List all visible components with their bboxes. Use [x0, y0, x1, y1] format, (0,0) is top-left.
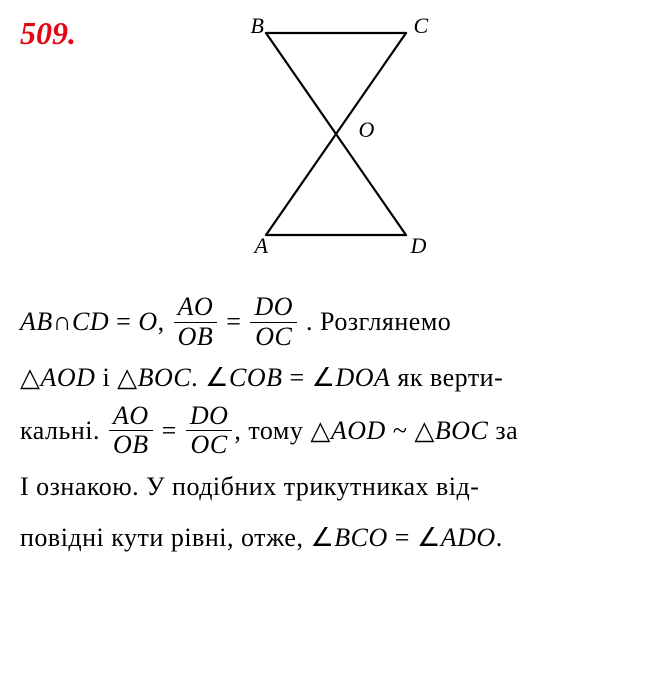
- ang-COB: COB: [229, 363, 283, 392]
- tri-AOD-2: AOD: [331, 416, 386, 445]
- frac3-num: AO: [109, 402, 153, 432]
- text: , тому: [234, 416, 310, 445]
- ang-DOA: DOA: [335, 363, 390, 392]
- tri-BOC-2: BOC: [435, 416, 489, 445]
- text: повідні кути рівні, отже,: [20, 523, 310, 552]
- figure-svg: [211, 15, 451, 255]
- text: за: [488, 416, 518, 445]
- eq: =: [155, 416, 184, 445]
- vertex-label-A: A: [255, 233, 268, 259]
- vertex-label-D: D: [411, 233, 427, 259]
- figure-container: BCADO: [20, 15, 641, 255]
- line4: І ознакою. У подібних трикутниках від-: [20, 462, 641, 513]
- frac1-num: AO: [174, 293, 218, 323]
- text: . Розглянемо: [299, 307, 451, 336]
- text: .: [191, 363, 205, 392]
- seg-AB: AB: [20, 307, 53, 336]
- frac4-num: DO: [186, 402, 233, 432]
- text: кальні.: [20, 416, 107, 445]
- angle-sym: ∠: [417, 523, 441, 552]
- text: і: [95, 363, 117, 392]
- comma: ,: [158, 307, 172, 336]
- vertex-label-O: O: [359, 117, 375, 143]
- frac1-den: OB: [174, 323, 218, 352]
- triangle-sym: △: [310, 416, 331, 445]
- frac-4: DOOC: [186, 402, 233, 460]
- tri-AOD: AOD: [41, 363, 96, 392]
- frac2-num: DO: [250, 293, 297, 323]
- triangle-sym: △: [20, 363, 41, 392]
- angle-sym: ∠: [312, 363, 336, 392]
- sim: ~: [386, 416, 415, 445]
- seg-CD: CD: [72, 307, 109, 336]
- pt-O: O: [138, 307, 157, 336]
- cap-sym: ∩: [53, 307, 72, 336]
- geometry-figure: BCADO: [211, 15, 451, 255]
- eq: =: [109, 307, 138, 336]
- triangle-sym: △: [414, 416, 435, 445]
- frac-1: AOOB: [174, 293, 218, 351]
- proof-text: AB∩CD = O, AOOB = DOOC . Розглянемо △AOD…: [20, 295, 641, 563]
- angle-sym: ∠: [205, 363, 229, 392]
- vertex-label-B: B: [251, 13, 264, 39]
- frac3-den: OB: [109, 431, 153, 460]
- eq: =: [219, 307, 248, 336]
- angle-sym: ∠: [310, 523, 334, 552]
- ang-ADO: ADO: [441, 523, 496, 552]
- frac-2: DOOC: [250, 293, 297, 351]
- ang-BCO: BCO: [334, 523, 388, 552]
- eq: =: [282, 363, 311, 392]
- text: .: [496, 523, 503, 552]
- problem-number: 509.: [20, 15, 76, 52]
- frac2-den: OC: [250, 323, 297, 352]
- frac4-den: OC: [186, 431, 233, 460]
- triangle-sym: △: [117, 363, 138, 392]
- eq: =: [388, 523, 417, 552]
- frac-3: AOOB: [109, 402, 153, 460]
- text: як верти-: [390, 363, 503, 392]
- tri-BOC: BOC: [138, 363, 192, 392]
- vertex-label-C: C: [414, 13, 429, 39]
